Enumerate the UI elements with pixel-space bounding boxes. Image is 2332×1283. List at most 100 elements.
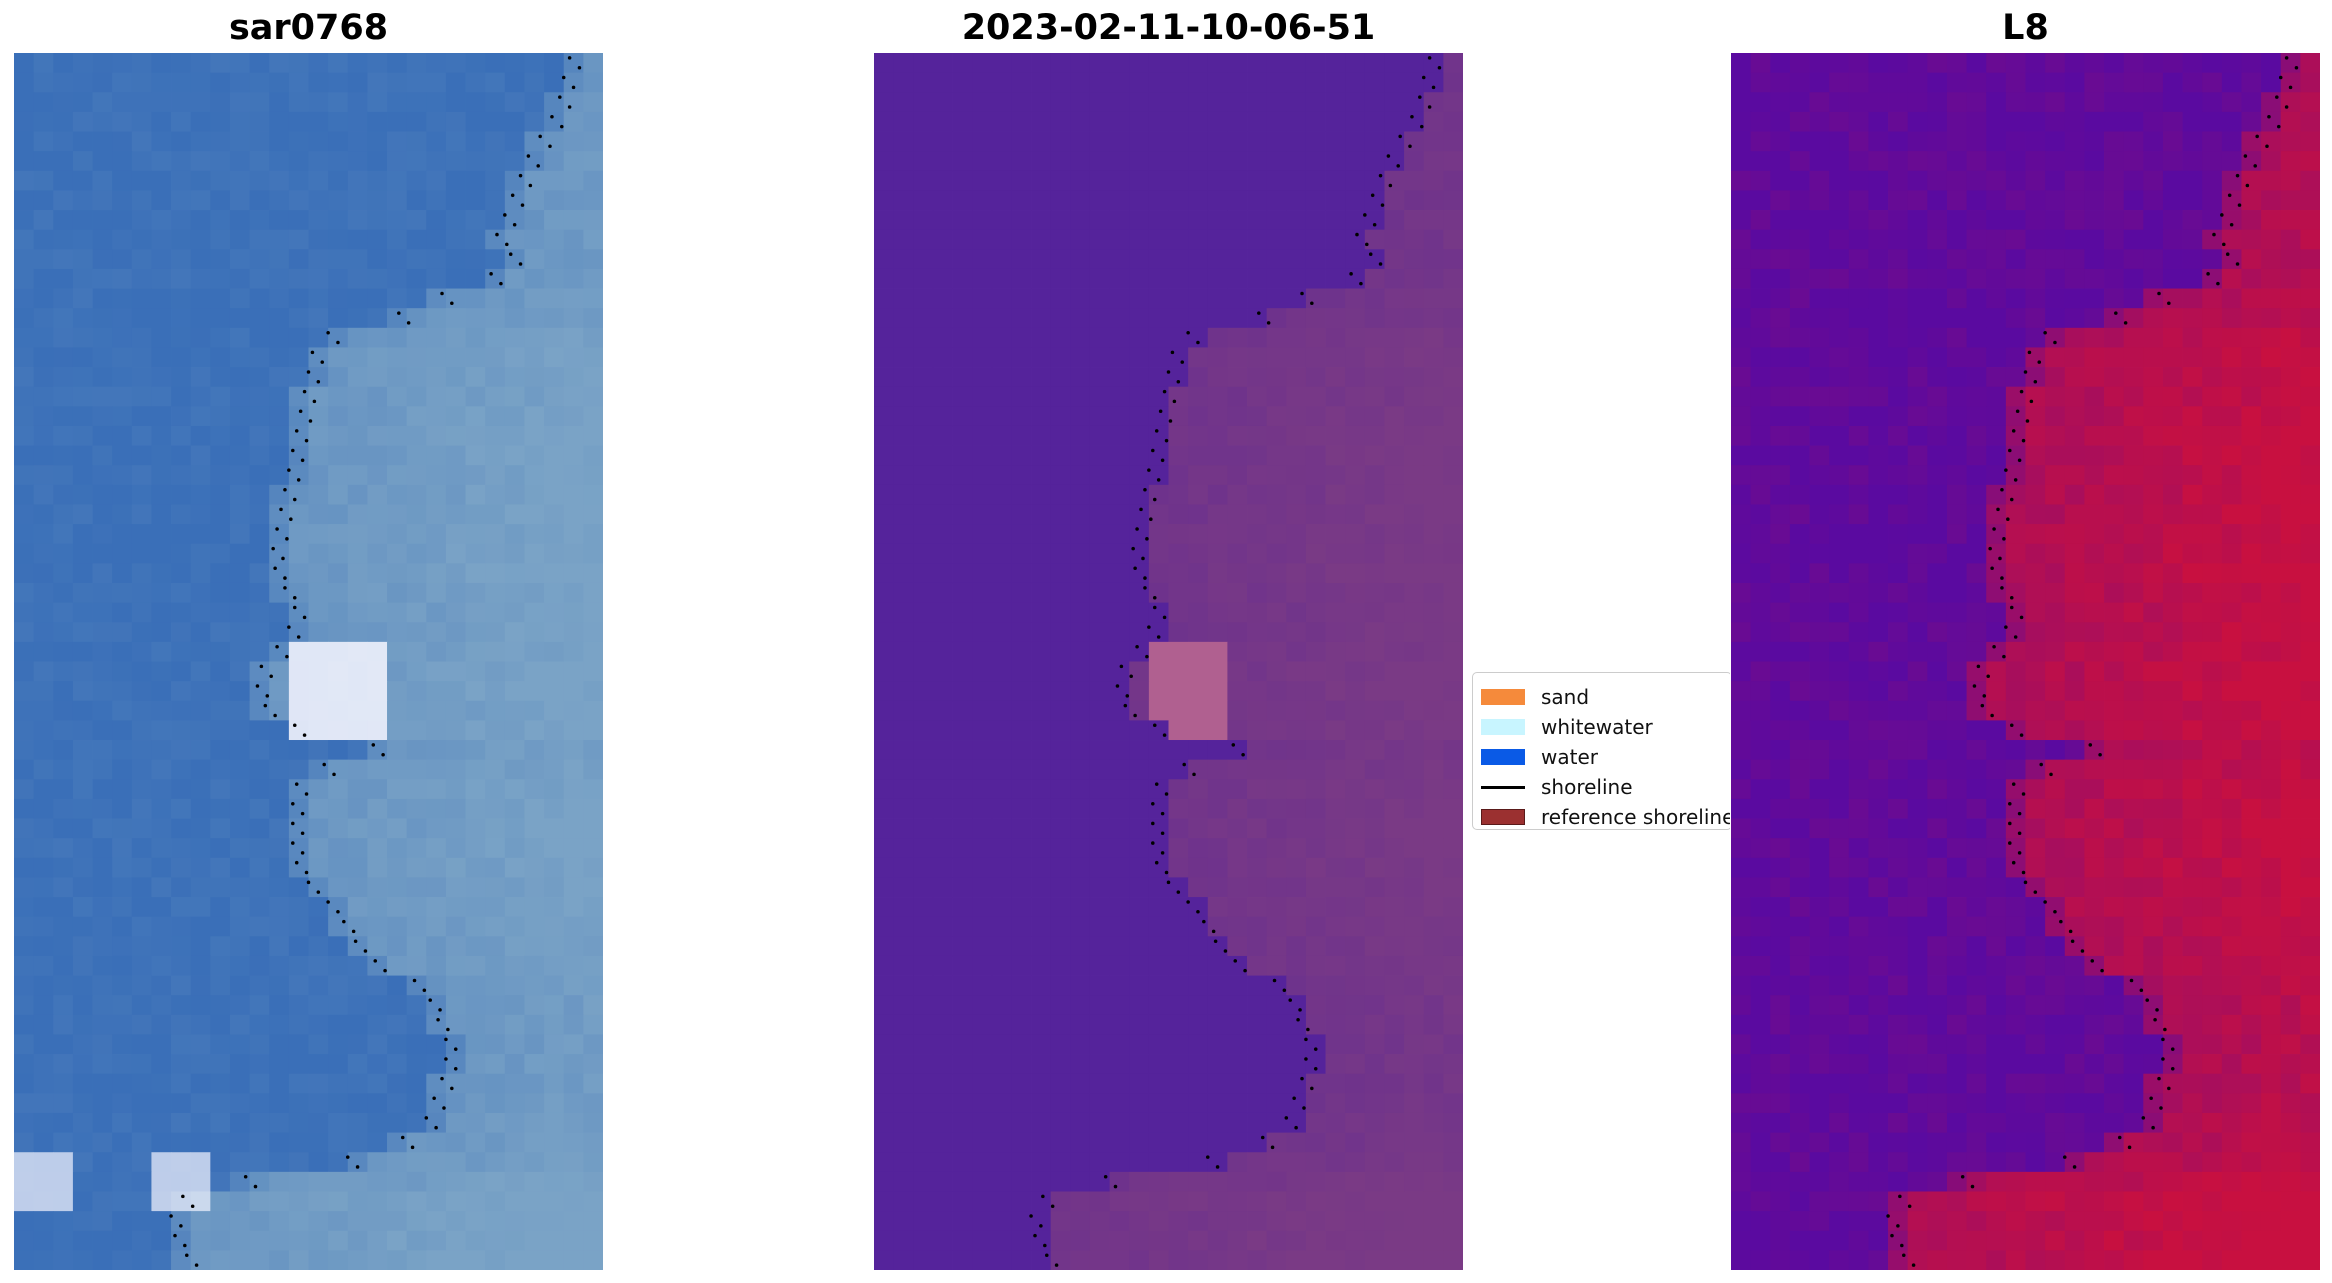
pixel-cell <box>465 170 486 191</box>
pixel-cell <box>229 170 250 191</box>
pixel-cell <box>328 504 349 525</box>
pixel-cell <box>485 1014 506 1035</box>
pixel-cell <box>2064 524 2085 545</box>
pixel-cell <box>387 995 408 1016</box>
pixel-cell <box>2064 308 2085 329</box>
pixel-cell <box>1207 308 1228 329</box>
shoreline-point <box>422 988 427 993</box>
shoreline-point <box>412 978 417 983</box>
pixel-cell <box>171 190 192 211</box>
pixel-cell <box>2104 504 2125 525</box>
pixel-cell <box>131 759 152 780</box>
pixel-cell <box>1266 347 1287 368</box>
pixel-cell <box>328 955 349 976</box>
pixel-cell <box>1305 602 1326 623</box>
pixel-cell <box>131 543 152 564</box>
pixel-cell <box>893 190 914 211</box>
pixel-cell <box>2241 641 2262 662</box>
pixel-cell <box>544 131 565 152</box>
pixel-cell <box>504 151 525 172</box>
pixel-cell <box>2182 151 2203 172</box>
pixel-cell <box>1070 700 1091 721</box>
pixel-cell <box>328 1014 349 1035</box>
pixel-cell <box>1325 995 1346 1016</box>
pixel-cell <box>347 249 368 270</box>
pixel-cell <box>387 111 408 132</box>
pixel-cell <box>1384 1112 1405 1133</box>
pixel-cell <box>1325 897 1346 918</box>
pixel-cell <box>308 740 329 761</box>
pixel-cell <box>367 1093 388 1114</box>
pixel-cell <box>53 1132 74 1153</box>
pixel-cell <box>1927 367 1948 388</box>
pixel-cell <box>1404 151 1425 172</box>
pixel-cell <box>249 406 270 427</box>
pixel-cell <box>2280 92 2301 113</box>
rgb-image-panel <box>14 53 603 1270</box>
pixel-cell <box>288 1093 309 1114</box>
pixel-cell <box>229 1073 250 1094</box>
shoreline-point <box>1043 1243 1047 1248</box>
pixel-cell <box>171 936 192 957</box>
pixel-cell <box>1011 111 1032 132</box>
pixel-cell <box>465 1112 486 1133</box>
pixel-cell <box>1070 406 1091 427</box>
pixel-cell <box>2162 308 2183 329</box>
pixel-cell <box>426 504 447 525</box>
pixel-cell <box>2162 53 2183 74</box>
shoreline-point <box>1170 350 1175 355</box>
pixel-cell <box>485 170 506 191</box>
pixel-cell <box>2162 210 2183 231</box>
shoreline-point <box>1418 95 1422 99</box>
pixel-cell <box>991 425 1012 446</box>
pixel-cell <box>1364 151 1385 172</box>
pixel-cell <box>1927 249 1948 270</box>
pixel-cell <box>1247 425 1268 446</box>
pixel-cell <box>2182 661 2203 682</box>
pixel-cell <box>2045 582 2066 604</box>
pixel-cell <box>1148 563 1169 584</box>
pixel-cell <box>53 229 74 250</box>
pixel-cell <box>1986 92 2007 113</box>
pixel-cell <box>1089 484 1110 505</box>
shoreline-point <box>518 173 523 178</box>
pixel-cell <box>1070 681 1091 702</box>
pixel-cell <box>874 798 895 819</box>
pixel-cell <box>952 386 973 407</box>
pixel-cell <box>1207 268 1228 289</box>
pixel-cell <box>53 1034 74 1055</box>
pixel-cell <box>1848 111 1869 132</box>
pixel-cell <box>131 229 152 250</box>
pixel-cell <box>1031 838 1052 859</box>
pixel-cell <box>328 1171 349 1192</box>
pixel-cell <box>33 151 54 172</box>
pixel-cell <box>1050 190 1071 211</box>
pixel-cell <box>1286 1230 1307 1251</box>
shoreline-point <box>302 615 307 620</box>
pixel-cell <box>1129 700 1150 721</box>
pixel-cell <box>1247 857 1268 878</box>
pixel-cell <box>2241 111 2262 132</box>
shoreline-point <box>259 664 264 669</box>
pixel-cell <box>229 602 250 623</box>
pixel-cell <box>874 210 895 231</box>
pixel-cell <box>229 210 250 231</box>
pixel-cell <box>1168 700 1189 721</box>
pixel-cell <box>2261 504 2282 525</box>
pixel-cell <box>2143 210 2164 231</box>
pixel-cell <box>2280 602 2301 623</box>
pixel-cell <box>874 465 895 486</box>
shoreline-point <box>1182 762 1186 767</box>
pixel-cell <box>387 170 408 191</box>
pixel-cell <box>1129 210 1150 231</box>
pixel-cell <box>347 210 368 231</box>
pixel-cell <box>288 72 309 93</box>
pixel-cell <box>1089 249 1110 270</box>
pixel-cell <box>269 327 290 348</box>
pixel-cell <box>1848 524 1869 545</box>
pixel-cell <box>1247 445 1268 466</box>
pixel-cell <box>2241 504 2262 525</box>
pixel-cell <box>504 955 525 976</box>
pixel-cell <box>72 327 93 348</box>
pixel-cell <box>2123 582 2144 604</box>
